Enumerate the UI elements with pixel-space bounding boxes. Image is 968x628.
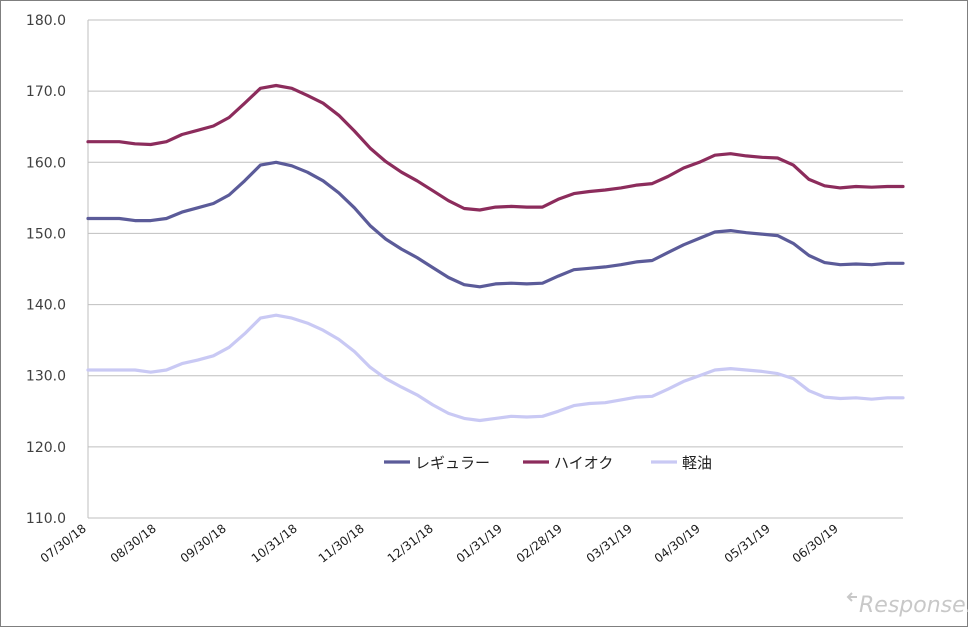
legend: レギュラー ハイオク 軽油	[384, 454, 712, 472]
series-lines	[86, 83, 905, 423]
x-tick-label: 07/30/18	[38, 521, 89, 565]
y-axis-tick-labels: 110.0 120.0 130.0 140.0 150.0 160.0 170.0 180.0	[26, 13, 66, 527]
series-line-2	[86, 313, 905, 423]
y-tick-label: 130.0	[26, 369, 66, 385]
legend-label: ハイオク	[554, 454, 613, 472]
legend-label: 軽油	[682, 454, 712, 472]
x-tick-label: 09/30/18	[178, 521, 229, 565]
series-line-1	[86, 83, 905, 212]
x-tick-label: 05/31/19	[722, 521, 773, 565]
y-tick-label: 180.0	[26, 13, 66, 29]
y-tick-label: 160.0	[26, 155, 66, 171]
x-tick-label: 02/28/19	[514, 521, 565, 565]
watermark-logo: Response.	[846, 592, 968, 618]
x-tick-label: 01/31/19	[454, 521, 505, 565]
x-axis-tick-labels: 07/30/18 08/30/18 09/30/18 10/31/18 11/30/18…	[38, 521, 841, 565]
gridlines	[87, 19, 903, 519]
x-tick-label: 06/30/19	[790, 521, 841, 565]
watermark-arrow-icon	[846, 592, 857, 602]
y-tick-label: 170.0	[26, 84, 66, 100]
x-tick-label: 10/31/18	[249, 521, 300, 565]
legend-label: レギュラー	[415, 454, 490, 472]
y-tick-label: 110.0	[26, 511, 66, 527]
x-tick-label: 12/31/18	[385, 521, 436, 565]
y-tick-label: 120.0	[26, 440, 66, 456]
series-line-0	[86, 160, 905, 289]
x-tick-label: 03/31/19	[584, 521, 635, 565]
x-tick-label: 11/30/18	[316, 521, 367, 565]
watermark-text: Response.	[859, 593, 968, 618]
y-tick-label: 140.0	[26, 298, 66, 314]
x-tick-label: 04/30/19	[652, 521, 703, 565]
y-tick-label: 150.0	[26, 226, 66, 242]
x-tick-label: 08/30/18	[108, 521, 159, 565]
